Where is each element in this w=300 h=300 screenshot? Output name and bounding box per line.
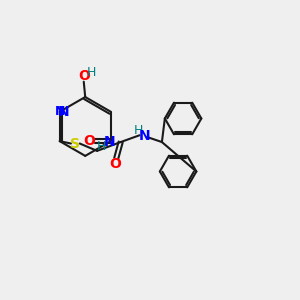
Text: S: S — [70, 136, 80, 151]
Text: H: H — [87, 66, 96, 80]
Text: N: N — [55, 105, 65, 118]
Text: N: N — [138, 129, 150, 143]
Text: H: H — [134, 124, 143, 137]
Text: N: N — [103, 135, 115, 149]
Text: O: O — [83, 134, 95, 148]
Text: O: O — [78, 69, 90, 83]
Text: O: O — [110, 157, 122, 171]
Text: H: H — [97, 140, 106, 153]
Text: N: N — [58, 105, 69, 119]
